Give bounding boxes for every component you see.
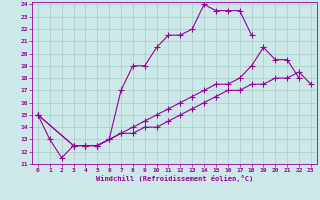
X-axis label: Windchill (Refroidissement éolien,°C): Windchill (Refroidissement éolien,°C): [96, 175, 253, 182]
